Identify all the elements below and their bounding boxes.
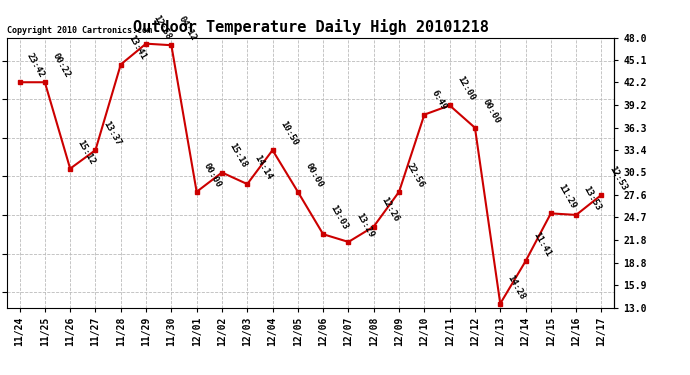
- Text: Copyright 2010 Cartronics.com: Copyright 2010 Cartronics.com: [7, 26, 152, 35]
- Text: 23:42: 23:42: [25, 52, 46, 80]
- Text: 13:03: 13:03: [328, 204, 350, 231]
- Text: 14:14: 14:14: [253, 153, 274, 181]
- Text: 12:00: 12:00: [455, 75, 476, 103]
- Text: 00:00: 00:00: [202, 161, 224, 189]
- Text: 12:58: 12:58: [152, 13, 172, 41]
- Text: 12:26: 12:26: [380, 196, 400, 224]
- Text: 22:56: 22:56: [404, 161, 426, 189]
- Text: 10:50: 10:50: [278, 120, 299, 147]
- Text: 15:12: 15:12: [76, 138, 97, 166]
- Title: Outdoor Temperature Daily High 20101218: Outdoor Temperature Daily High 20101218: [132, 19, 489, 35]
- Text: 11:29: 11:29: [556, 183, 578, 211]
- Text: 00:00: 00:00: [480, 97, 502, 125]
- Text: 11:41: 11:41: [531, 231, 552, 258]
- Text: 15:18: 15:18: [228, 142, 248, 170]
- Text: 00:22: 00:22: [50, 52, 72, 80]
- Text: 13:41: 13:41: [126, 34, 148, 62]
- Text: 13:29: 13:29: [354, 211, 375, 239]
- Text: 00:00: 00:00: [304, 161, 324, 189]
- Text: 12:53: 12:53: [607, 164, 628, 192]
- Text: 6:49: 6:49: [430, 89, 448, 112]
- Text: 13:53: 13:53: [582, 184, 603, 212]
- Text: 14:28: 14:28: [506, 273, 527, 301]
- Text: 13:37: 13:37: [101, 120, 122, 147]
- Text: 04:12: 04:12: [177, 15, 198, 42]
